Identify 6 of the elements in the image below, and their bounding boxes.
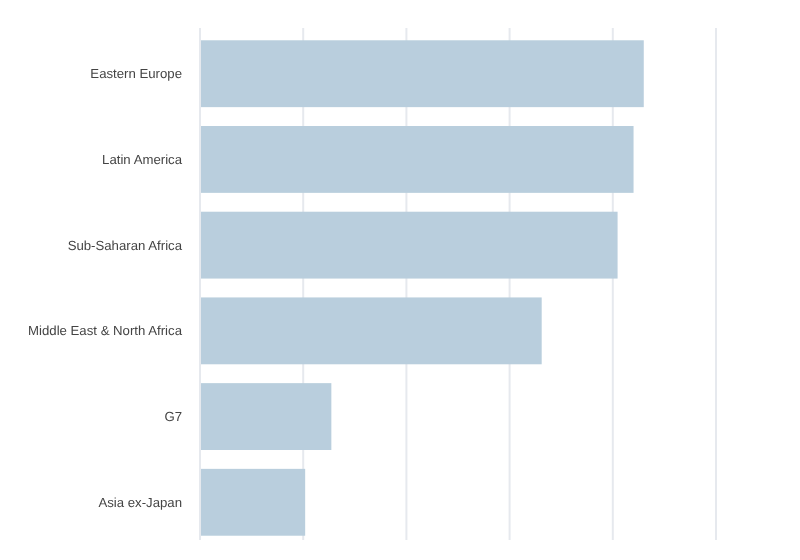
bar — [200, 40, 644, 108]
bar — [200, 297, 542, 365]
bar — [200, 468, 306, 536]
bar — [200, 383, 332, 450]
bar — [200, 211, 618, 279]
bar — [200, 126, 634, 193]
